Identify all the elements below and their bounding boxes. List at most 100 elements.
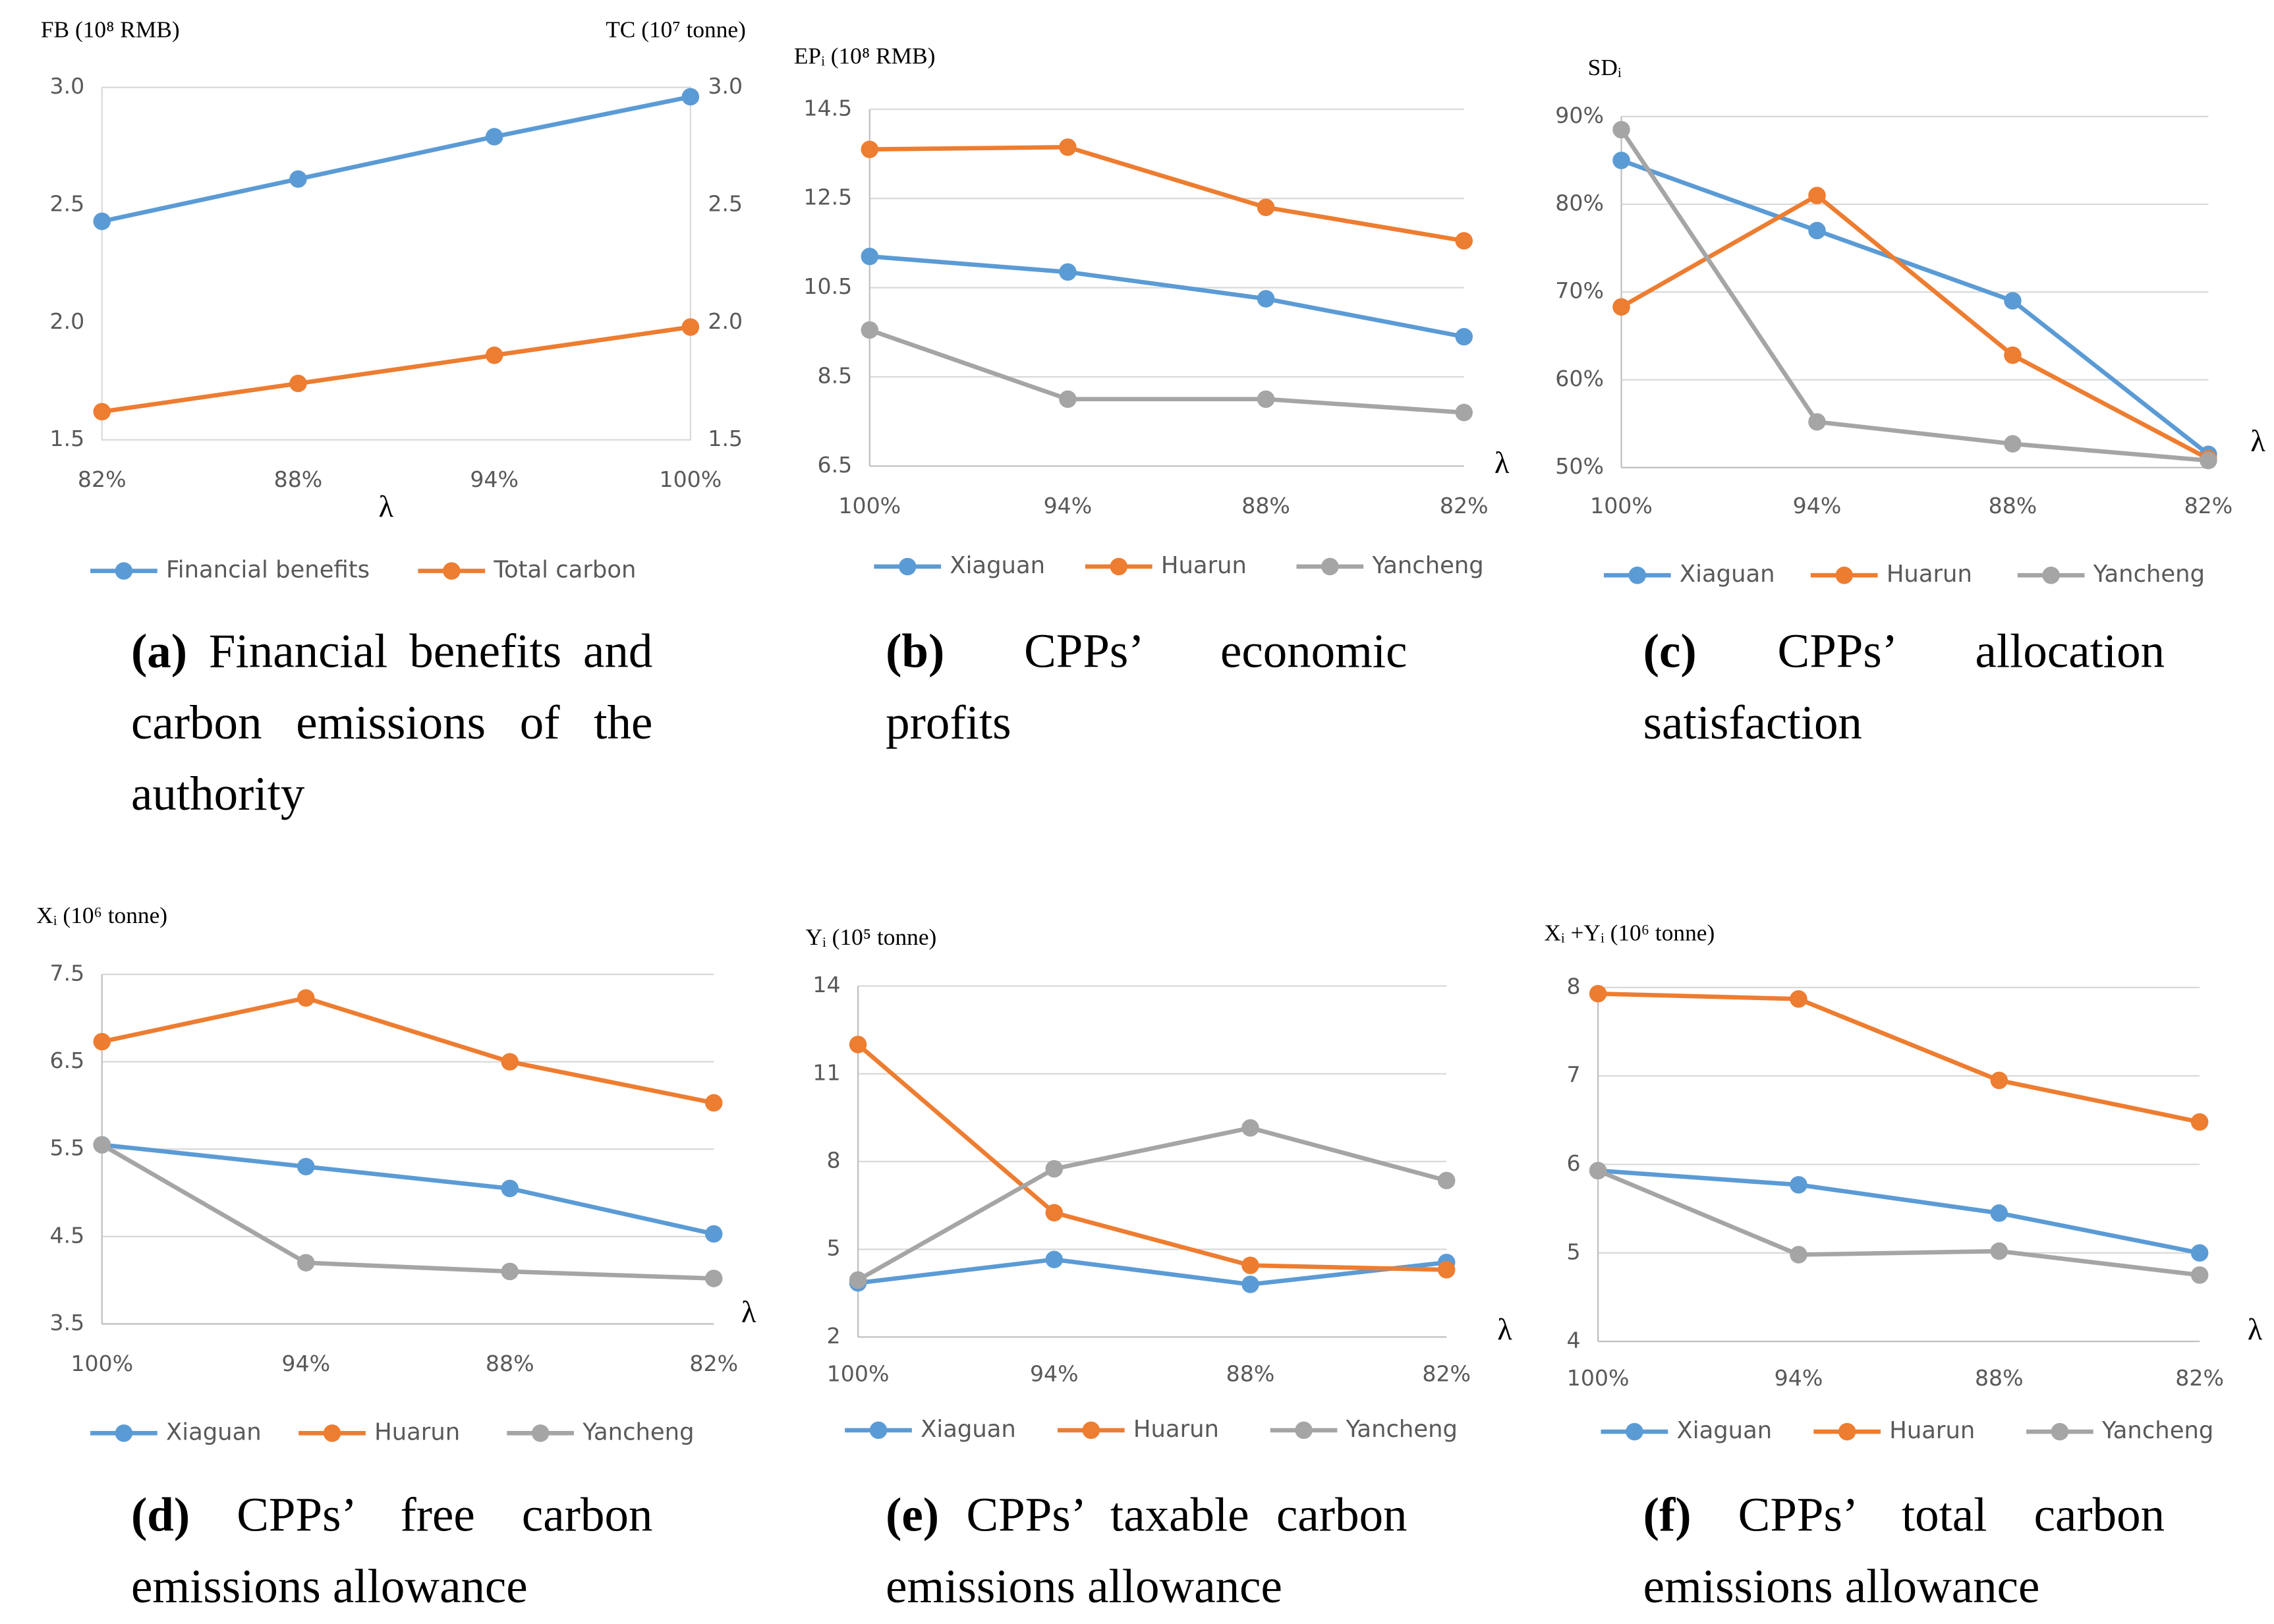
y2-tick-label: 1.5 <box>708 426 743 451</box>
legend-label: Yancheng <box>582 1418 694 1445</box>
data-point <box>1455 403 1473 422</box>
x-axis-title: λ <box>741 1296 756 1330</box>
data-point <box>681 318 700 336</box>
y-tick-label: 60% <box>1555 366 1604 391</box>
y-tick-label: 12.5 <box>803 184 852 210</box>
caption-text: CPPs’ total carbon emissions allowance <box>1643 1490 2165 1614</box>
data-point <box>1990 1071 2008 1090</box>
y2-axis-title: TC (10⁷ tonne) <box>606 16 746 43</box>
legend-label: Yancheng <box>2101 1417 2213 1444</box>
data-point <box>1059 138 1077 156</box>
x-tick-label: 100% <box>1590 493 1653 518</box>
data-point <box>1612 298 1630 316</box>
data-point <box>1790 1246 1807 1264</box>
legend-marker <box>115 1424 133 1442</box>
data-point <box>1241 1256 1259 1274</box>
x-tick-label: 94% <box>1030 1360 1079 1386</box>
x-tick-label: 88% <box>1226 1360 1275 1386</box>
legend-marker <box>1110 557 1128 576</box>
x-tick-label: 88% <box>1241 493 1290 518</box>
x-tick-label: 88% <box>1989 493 2037 518</box>
data-point <box>289 374 307 393</box>
x-tick-label: 94% <box>1775 1365 1823 1391</box>
y-axis-title: Xᵢ (10⁶ tonne) <box>36 902 167 928</box>
legend-marker <box>1626 1422 1643 1441</box>
x-tick-label: 82% <box>2175 1365 2224 1391</box>
y-axis-title: FB (10⁸ RMB) <box>41 16 180 43</box>
data-point <box>1790 990 1807 1008</box>
x-tick-label: 88% <box>1975 1365 2024 1391</box>
caption: (b) CPPs’ economic profits <box>886 617 1407 760</box>
legend-label: Xiaguan <box>950 552 1045 579</box>
legend-marker <box>1835 566 1854 584</box>
caption-label: (f) <box>1643 1490 1691 1543</box>
data-point <box>1437 1261 1456 1279</box>
y-tick-label: 2 <box>826 1323 840 1349</box>
caption-label: (a) <box>130 626 188 679</box>
y-tick-label: 5.5 <box>49 1135 84 1161</box>
data-point <box>1257 198 1275 217</box>
y-axis-title: EPᵢ (10⁸ RMB) <box>794 43 936 69</box>
series-line <box>1597 1168 2200 1277</box>
data-point <box>2004 346 2022 364</box>
legend-marker <box>2042 566 2060 584</box>
data-point <box>681 88 700 106</box>
data-point <box>1990 1242 2008 1260</box>
x-tick-label: 94% <box>281 1351 330 1376</box>
data-point <box>1455 232 1473 250</box>
y-tick-label: 8 <box>1567 973 1581 999</box>
data-point <box>1045 1250 1064 1269</box>
y2-tick-label: 3.0 <box>708 73 743 99</box>
y-tick-label: 10.5 <box>803 273 852 299</box>
y-tick-label: 5 <box>826 1235 840 1261</box>
x-axis-title: λ <box>2248 1313 2263 1347</box>
series-line <box>869 254 1465 339</box>
legend-marker <box>443 562 461 580</box>
data-point <box>2004 435 2022 453</box>
legend-marker <box>1628 566 1647 584</box>
y-tick-label: 4 <box>1567 1328 1581 1353</box>
caption-text: CPPs’ taxable carbon emissions allowance <box>886 1490 1407 1614</box>
data-point <box>1455 327 1473 346</box>
data-point <box>1612 121 1630 139</box>
series-line <box>857 1257 1447 1287</box>
caption: (a) Financial benefits and carbon emissi… <box>131 617 652 831</box>
legend-marker <box>1838 1422 1856 1441</box>
caption-label: (e) <box>886 1490 940 1543</box>
series-line <box>1597 1168 2200 1256</box>
y2-tick-label: 2.5 <box>708 190 743 216</box>
series-line <box>101 94 691 224</box>
series-line <box>869 145 1465 243</box>
y-tick-label: 70% <box>1555 278 1604 304</box>
y-tick-label: 14.5 <box>803 95 852 121</box>
legend-label: Total carbon <box>493 557 636 584</box>
data-point <box>1589 984 1607 1003</box>
caption-label: (d) <box>130 1490 190 1543</box>
legend-label: Xiaguan <box>1677 1417 1773 1444</box>
x-tick-label: 94% <box>1044 493 1093 518</box>
series-line <box>856 1042 1447 1272</box>
data-point <box>297 1254 315 1272</box>
data-point <box>1059 390 1077 408</box>
legend-marker <box>2051 1422 2069 1441</box>
legend-label: Huarun <box>374 1418 460 1445</box>
data-point <box>1612 152 1630 169</box>
data-point <box>1808 221 1826 240</box>
y-axis-title: Xᵢ +Yᵢ (10⁶ tonne) <box>1544 919 1715 945</box>
y-tick-label: 7 <box>1567 1062 1581 1088</box>
data-point <box>1045 1204 1064 1221</box>
x-tick-label: 88% <box>486 1351 534 1376</box>
series-line <box>868 327 1464 415</box>
data-point <box>1990 1204 2008 1222</box>
y-tick-label: 6.5 <box>818 452 853 478</box>
series-line <box>857 1125 1448 1282</box>
x-tick-label: 88% <box>274 466 323 492</box>
data-point <box>297 989 315 1007</box>
legend-label: Huarun <box>1887 561 1972 588</box>
y-axis-title: Yᵢ (10⁵ tonne) <box>806 924 937 950</box>
caption-label: (b) <box>886 626 945 679</box>
data-point <box>93 212 111 231</box>
data-point <box>1257 390 1275 408</box>
